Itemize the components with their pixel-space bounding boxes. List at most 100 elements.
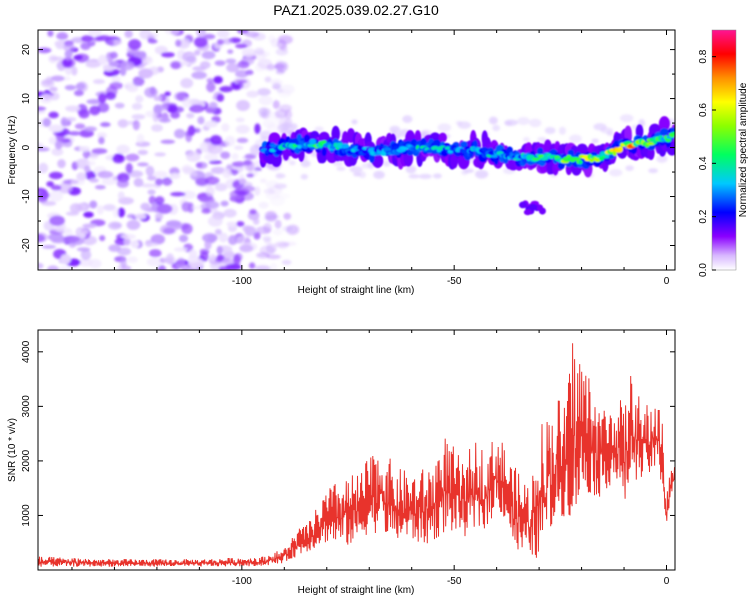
noise-blob: [188, 258, 205, 269]
noise-blob: [136, 133, 145, 145]
noise-blob: [154, 152, 166, 157]
colorbar-tick-label: 0.6: [698, 103, 709, 117]
noise-blob: [186, 151, 201, 162]
noise-blob: [193, 36, 208, 48]
noise-blob: [228, 234, 238, 246]
snr-xtick-label: -100: [232, 576, 252, 587]
noise-blob: [206, 78, 214, 83]
noise-blob: [222, 168, 232, 179]
noise-blob: [265, 180, 280, 189]
noise-blob: [55, 140, 63, 151]
noise-blob: [216, 38, 225, 45]
noise-blob: [237, 30, 249, 34]
noise-blob: [280, 128, 290, 135]
noise-blob: [257, 88, 271, 96]
noise-blob: [224, 135, 236, 147]
noise-blob: [147, 189, 156, 195]
noise-blob: [158, 117, 171, 123]
noise-blob: [249, 209, 257, 215]
noise-blob: [145, 242, 159, 247]
noise-blob: [208, 160, 222, 165]
noise-blob: [51, 147, 64, 156]
snr-x-axis-label: Height of straight line (km): [298, 585, 415, 596]
noise-blob: [64, 235, 80, 243]
noise-blob: [625, 165, 634, 172]
noise-blob: [48, 171, 63, 180]
noise-blob: [120, 257, 127, 268]
snr-xtick-label: 0: [664, 576, 670, 587]
noise-blob: [199, 141, 210, 152]
noise-blob: [204, 120, 218, 128]
noise-blob: [45, 76, 52, 85]
noise-blob: [38, 106, 47, 111]
noise-blob: [108, 244, 121, 252]
noise-blob: [41, 244, 57, 249]
ridge-blob: [647, 146, 655, 161]
spectrogram-ytick-label: 0: [21, 144, 32, 150]
noise-blob: [130, 240, 140, 249]
colorbar-gradient: [712, 30, 736, 270]
noise-blob: [83, 165, 91, 173]
noise-blob: [78, 109, 90, 119]
noise-blobs: [38, 30, 675, 270]
noise-blob: [282, 225, 294, 232]
noise-blob: [164, 91, 171, 97]
noise-blob: [131, 114, 146, 120]
noise-blob: [219, 86, 233, 93]
noise-blob: [246, 173, 255, 178]
noise-blob: [85, 61, 100, 68]
noise-blob: [221, 123, 230, 132]
snr-ytick-label: 1000: [21, 504, 32, 527]
noise-blob: [49, 92, 60, 101]
noise-blob: [175, 39, 182, 47]
ridge-blob: [536, 147, 544, 155]
noise-blob: [38, 142, 44, 148]
noise-blob: [132, 76, 145, 87]
noise-blob: [220, 200, 229, 207]
noise-blob: [97, 132, 108, 139]
noise-blob: [125, 163, 133, 174]
noise-blob: [170, 191, 186, 197]
noise-blob: [209, 253, 216, 262]
noise-blob: [117, 119, 129, 128]
spectrogram-ytick-label: -20: [21, 238, 32, 253]
noise-blob: [89, 105, 101, 116]
ridge-blob: [425, 149, 433, 154]
figure-title: PAZ1.2025.039.02.27.G10: [273, 2, 439, 18]
signal-ridge: [259, 116, 675, 216]
noise-blob: [216, 245, 223, 255]
noise-blob: [210, 166, 226, 175]
noise-blob: [109, 81, 123, 90]
noise-blob: [196, 30, 207, 38]
noise-blob: [235, 117, 245, 123]
noise-blob: [74, 89, 84, 97]
noise-blob: [225, 58, 237, 64]
noise-blob: [38, 47, 52, 54]
noise-blob: [97, 170, 114, 179]
noise-blob: [256, 252, 270, 259]
noise-blob: [253, 167, 262, 172]
ridge-blob: [400, 146, 409, 150]
noise-blob: [349, 166, 363, 173]
noise-blob: [42, 117, 52, 127]
noise-blob: [155, 212, 164, 220]
noise-blob: [153, 95, 162, 102]
noise-blob: [358, 171, 367, 179]
noise-blob: [275, 193, 291, 199]
noise-blob: [56, 32, 69, 41]
noise-blob: [99, 235, 106, 242]
noise-blob: [160, 139, 176, 144]
noise-blob: [241, 185, 256, 192]
ridge-blob: [450, 153, 459, 169]
noise-blob: [600, 127, 614, 134]
noise-blob: [125, 153, 140, 162]
noise-blob: [254, 123, 261, 135]
noise-blob: [187, 125, 196, 136]
noise-blob: [91, 148, 108, 155]
noise-blob: [97, 102, 110, 113]
ridge-blob: [535, 204, 543, 211]
ridge-blob: [523, 209, 532, 216]
noise-blob: [180, 78, 194, 89]
